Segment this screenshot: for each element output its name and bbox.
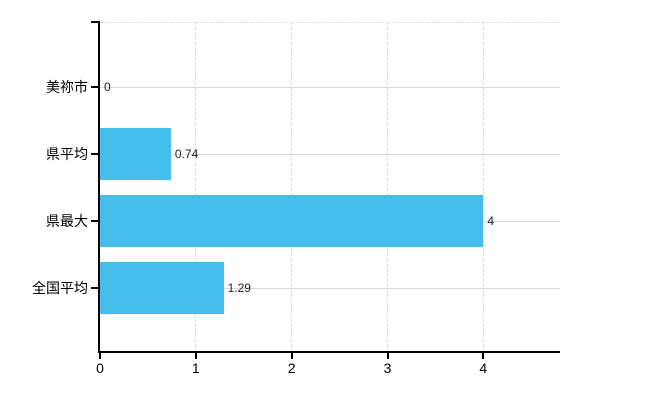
vertical-gridline xyxy=(291,22,293,352)
x-tick-label: 1 xyxy=(191,360,200,376)
category-tick xyxy=(91,220,98,222)
category-label: 美祢市 xyxy=(46,79,88,95)
x-tick-label: 4 xyxy=(479,360,488,376)
x-axis-tick xyxy=(290,353,293,359)
x-axis-tick xyxy=(99,353,101,359)
bar xyxy=(100,128,171,180)
value-label: 4 xyxy=(487,214,495,228)
category-tick xyxy=(91,153,98,155)
horizontal-gridline xyxy=(100,288,560,289)
category-label: 県最大 xyxy=(46,213,88,229)
value-label: 0 xyxy=(104,80,111,94)
x-axis-tick xyxy=(482,353,485,359)
x-axis-tick xyxy=(194,353,197,359)
y-axis-line xyxy=(98,22,100,352)
value-label: 1.29 xyxy=(227,281,251,295)
vertical-gridline xyxy=(387,22,388,352)
bar xyxy=(100,262,224,314)
y-axis-top-tick xyxy=(91,21,100,23)
vertical-gridline xyxy=(195,22,197,352)
x-tick-label: 2 xyxy=(287,360,296,376)
x-axis-tick xyxy=(386,353,389,359)
x-tick-label: 0 xyxy=(96,360,104,376)
plot-top-border xyxy=(100,22,560,23)
x-axis-line xyxy=(98,351,560,353)
horizontal-gridline xyxy=(100,154,560,155)
horizontal-gridline xyxy=(100,87,560,88)
category-tick xyxy=(91,287,98,289)
vertical-gridline xyxy=(482,22,484,352)
x-tick-label: 3 xyxy=(383,360,392,376)
bar xyxy=(100,195,484,247)
category-tick xyxy=(91,86,98,88)
value-label: 0.74 xyxy=(174,147,199,161)
category-label: 全国平均 xyxy=(32,280,88,296)
category-label: 県平均 xyxy=(46,146,88,162)
